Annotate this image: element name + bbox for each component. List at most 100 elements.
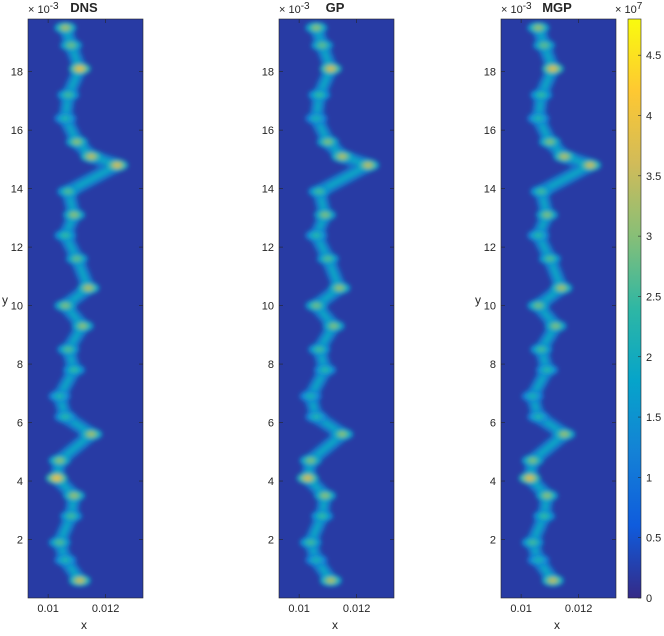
x-tick-label: 0.01: [510, 603, 531, 615]
x-tick-label: 0.01: [288, 603, 309, 615]
x-tick-label: 0.012: [92, 603, 120, 615]
colorbar-tick-label: 1.5: [646, 412, 661, 424]
y-tick-label: 14: [262, 184, 274, 196]
colorbar-tick-label: 2: [646, 352, 652, 364]
hot-spot: [77, 282, 100, 295]
hot-spot: [48, 390, 71, 403]
y-tick-label: 18: [11, 67, 23, 79]
x-axis-label: x: [554, 618, 560, 631]
heatmap-glow: [296, 21, 380, 587]
hot-spot: [553, 428, 576, 441]
y-axis-label: y: [475, 293, 481, 307]
hot-spot: [314, 363, 336, 376]
hot-spot: [527, 112, 550, 125]
hot-spot: [299, 390, 322, 403]
y-tick-label: 6: [268, 418, 274, 430]
heatmap-field: [518, 21, 602, 587]
hot-spot: [536, 363, 558, 376]
colorbar-tick-label: 0: [646, 593, 652, 605]
heatmap-field: [45, 21, 129, 587]
hot-spot: [550, 282, 573, 295]
hot-spot: [68, 574, 91, 587]
heatmap-background: [28, 19, 143, 598]
x-tick-label: 0.012: [565, 603, 593, 615]
hot-spot: [536, 208, 558, 221]
y-tick-label: 6: [490, 418, 496, 430]
y-tick-label: 4: [17, 476, 23, 488]
panel-dns: DNS × 10-3 x y 2 4 6 8 10 12 14 16 18 0.01 0.012: [2, 0, 144, 632]
hot-spot: [65, 252, 88, 265]
hot-spot: [530, 89, 553, 102]
hot-spot: [305, 21, 328, 34]
y-tick-label: 2: [268, 535, 274, 547]
panel-mgp: MGP × 10-3 x y 2 4 6 8 10 12 14 16 18 0.01 0.012: [475, 0, 617, 632]
y-multiplier: × 10-3: [279, 1, 310, 16]
y-tick-label: 16: [484, 125, 496, 137]
hot-spot: [80, 150, 103, 163]
hot-spot: [63, 363, 85, 376]
hot-spot: [527, 410, 550, 423]
hot-spot: [316, 135, 339, 148]
hot-spot: [541, 62, 564, 75]
x-axis-label: x: [81, 618, 87, 631]
y-tick-label: 10: [11, 301, 23, 313]
hot-spot: [533, 39, 556, 52]
axes-frame: [278, 18, 395, 599]
hot-spot: [322, 320, 345, 333]
hot-spot: [311, 39, 334, 52]
y-tick-label: 2: [17, 535, 23, 547]
heatmap-field: [296, 21, 380, 587]
hot-spot: [63, 489, 85, 502]
colorbar-tick-label: 2.5: [646, 291, 661, 303]
colorbar-frame: [627, 18, 642, 599]
y-tick-label: 4: [268, 476, 274, 488]
hot-spot: [319, 574, 342, 587]
colorbar-tick-label: 0.5: [646, 533, 661, 545]
hot-spot: [530, 343, 553, 356]
panel-gp: GP × 10-3 x 2 4 6 8 10 12 14 16 18 0.01 0.012: [262, 0, 395, 632]
hot-spot: [54, 553, 77, 566]
hot-spot: [57, 89, 80, 102]
hot-spot: [305, 112, 328, 125]
hot-spot: [541, 574, 564, 587]
hot-spot: [296, 472, 319, 485]
hot-spot: [331, 150, 354, 163]
hot-spot: [57, 185, 80, 198]
colorbar-gradient: [628, 19, 641, 598]
hot-spot: [544, 320, 567, 333]
y-tick-label: 8: [17, 359, 23, 371]
axes-frame: [500, 18, 617, 599]
y-tick-label: 10: [262, 301, 274, 313]
y-multiplier: × 10-3: [28, 1, 59, 16]
hot-spot: [527, 229, 550, 242]
x-tick-label: 0.012: [343, 603, 371, 615]
hot-spot: [521, 454, 544, 467]
y-tick-label: 2: [490, 535, 496, 547]
hot-spot: [328, 282, 351, 295]
hot-spot: [80, 428, 103, 441]
hot-spot: [521, 536, 544, 549]
hot-spot: [538, 252, 561, 265]
y-tick-label: 10: [484, 301, 496, 313]
y-tick-label: 6: [17, 418, 23, 430]
hot-spot: [357, 159, 380, 172]
hot-spot: [538, 135, 561, 148]
hot-spot: [533, 510, 556, 523]
y-tick-label: 16: [11, 125, 23, 137]
hot-spot: [311, 510, 334, 523]
y-multiplier: × 10-3: [501, 1, 532, 16]
colorbar-tick-label: 3.5: [646, 171, 661, 183]
y-tick-label: 12: [11, 242, 23, 254]
hot-spot: [54, 299, 77, 312]
hot-spot: [68, 62, 91, 75]
hot-spot: [63, 208, 85, 221]
hot-spot: [308, 343, 331, 356]
heatmap-background: [501, 19, 616, 598]
hot-spot: [527, 553, 550, 566]
hot-spot: [518, 472, 541, 485]
hot-spot: [305, 410, 328, 423]
colorbar-tick-label: 3: [646, 231, 652, 243]
hot-spot: [71, 320, 94, 333]
panel-title: MGP: [542, 0, 572, 15]
